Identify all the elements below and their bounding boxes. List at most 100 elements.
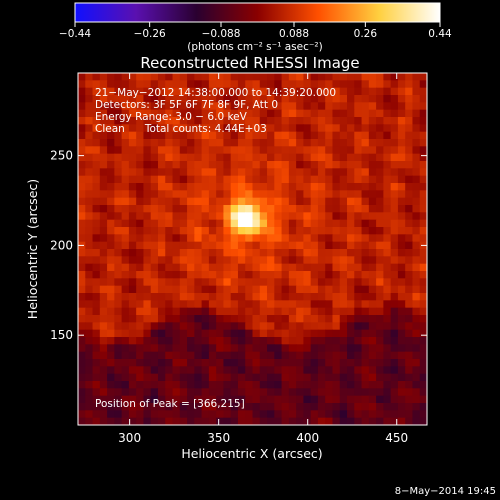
heatmap-cell	[223, 351, 232, 360]
heatmap-cell	[259, 190, 268, 199]
heatmap-cell	[390, 219, 399, 228]
heatmap-cell	[267, 234, 275, 243]
heatmap-cell	[216, 183, 225, 191]
heatmap-cell	[237, 117, 246, 125]
heatmap-cell	[208, 102, 217, 111]
heatmap-cell	[128, 300, 137, 309]
heatmap-cell	[92, 197, 101, 206]
x-axis-label: Heliocentric X (arcsec)	[181, 446, 322, 461]
heatmap-cell	[296, 403, 304, 411]
heatmap-cell	[150, 417, 159, 425]
heatmap-cell	[390, 131, 399, 140]
heatmap-cell	[107, 403, 115, 411]
heatmap-cell	[412, 307, 421, 316]
heatmap-cell	[165, 307, 174, 316]
heatmap-cell	[194, 249, 203, 257]
heatmap-cell	[92, 256, 101, 265]
colorbar-tick-label: −0.44	[59, 28, 91, 40]
heatmap-cell	[223, 417, 232, 425]
heatmap-cell	[157, 403, 166, 411]
heatmap-cell	[281, 175, 290, 184]
heatmap-cell	[172, 285, 181, 294]
heatmap-cell	[325, 109, 334, 118]
heatmap-cell	[245, 205, 254, 213]
heatmap-cell	[347, 263, 355, 272]
heatmap-cell	[339, 285, 348, 294]
heatmap-cell	[165, 271, 174, 279]
heatmap-cell	[179, 381, 188, 389]
heatmap-cell	[419, 87, 427, 96]
heatmap-cell	[296, 161, 304, 169]
heatmap-cell	[288, 403, 297, 411]
heatmap-cell	[405, 95, 414, 103]
heatmap-cell	[317, 337, 326, 345]
heatmap-cell	[245, 366, 254, 375]
heatmap-cell	[252, 322, 261, 331]
heatmap-cell	[85, 241, 94, 250]
heatmap-cell	[165, 417, 174, 425]
heatmap-cell	[296, 329, 304, 338]
heatmap-cell	[237, 124, 246, 133]
heatmap-cell	[179, 351, 188, 360]
heatmap-cell	[194, 278, 203, 287]
heatmap-cell	[99, 381, 108, 389]
heatmap-cell	[114, 139, 123, 147]
heatmap-cell	[361, 410, 370, 419]
heatmap-cell	[419, 417, 427, 425]
heatmap-cell	[143, 381, 152, 389]
heatmap-cell	[216, 109, 225, 118]
heatmap-cell	[143, 403, 152, 411]
heatmap-cell	[361, 373, 370, 382]
heatmap-cell	[136, 351, 145, 360]
heatmap-cell	[230, 278, 239, 287]
heatmap-cell	[194, 322, 203, 331]
heatmap-cell	[267, 146, 275, 155]
heatmap-cell	[274, 329, 283, 338]
heatmap-cell	[107, 300, 115, 309]
heatmap-cell	[368, 117, 377, 125]
heatmap-cell	[310, 417, 319, 425]
heatmap-cell	[223, 87, 232, 96]
heatmap-cell	[339, 139, 348, 147]
heatmap-cell	[376, 183, 384, 191]
heatmap-cell	[419, 117, 427, 125]
heatmap-cell	[376, 161, 384, 169]
heatmap-cell	[347, 212, 355, 221]
heatmap-cell	[347, 315, 355, 323]
heatmap-cell	[128, 278, 137, 287]
heatmap-cell	[179, 271, 188, 279]
heatmap-cell	[121, 249, 130, 257]
heatmap-cell	[128, 395, 137, 404]
heatmap-cell	[383, 381, 392, 389]
heatmap-cell	[150, 124, 159, 133]
heatmap-cell	[223, 227, 232, 235]
heatmap-cell	[136, 73, 145, 81]
heatmap-cell	[121, 234, 130, 243]
heatmap-cell	[223, 315, 232, 323]
heatmap-cell	[85, 285, 94, 294]
heatmap-cell	[223, 190, 232, 199]
heatmap-cell	[208, 263, 217, 272]
heatmap-cell	[216, 190, 225, 199]
heatmap-cell	[245, 395, 254, 404]
heatmap-cell	[354, 359, 363, 367]
heatmap-cell	[150, 315, 159, 323]
heatmap-cell	[128, 146, 137, 155]
heatmap-cell	[259, 227, 268, 235]
heatmap-cell	[325, 263, 334, 272]
heatmap-cell	[332, 344, 341, 353]
heatmap-cell	[390, 344, 399, 353]
heatmap-cell	[296, 139, 304, 147]
heatmap-cell	[281, 249, 290, 257]
heatmap-cell	[310, 293, 319, 301]
heatmap-cell	[376, 300, 384, 309]
heatmap-cell	[267, 131, 275, 140]
heatmap-cell	[121, 146, 130, 155]
heatmap-cell	[303, 219, 312, 228]
heatmap-cell	[128, 161, 137, 169]
heatmap-cell	[78, 80, 86, 89]
heatmap-cell	[317, 117, 326, 125]
heatmap-cell	[317, 388, 326, 397]
heatmap-cell	[267, 293, 275, 301]
heatmap-cell	[114, 227, 123, 235]
